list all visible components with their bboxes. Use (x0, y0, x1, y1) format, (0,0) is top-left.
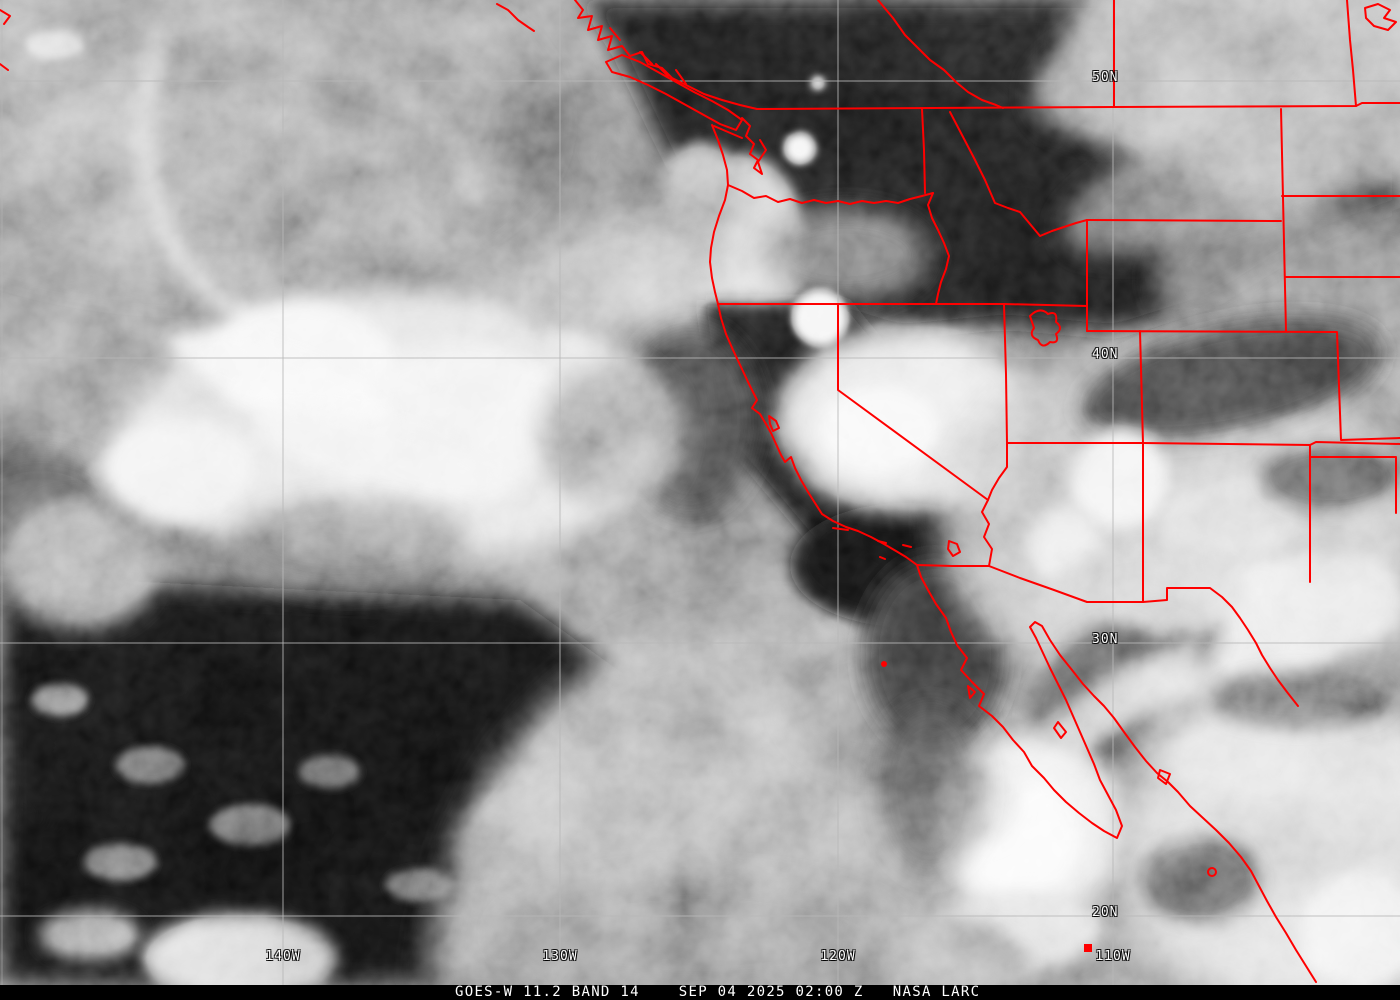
bc-ab-divide (877, 0, 1004, 109)
isla-cedros (967, 685, 976, 699)
isla-angel (1053, 721, 1067, 739)
island-marker (1084, 944, 1092, 952)
wa-or-border (727, 184, 934, 205)
fjord-inlets (609, 27, 687, 85)
caption-text: GOES-W 11.2 BAND 14 SEP 04 2025 02:00 Z … (455, 984, 981, 1000)
lake-outline-ne (1364, 3, 1397, 31)
isla-tiburon (1157, 769, 1171, 785)
border-42n (717, 303, 1088, 307)
coastal-island (1207, 867, 1217, 877)
puget-sound (713, 117, 767, 175)
wa-id-border (921, 108, 926, 194)
haida-gwaii-coast (496, 3, 535, 32)
nm-tx-borders (1309, 444, 1397, 583)
sk-mb-border (1346, 0, 1357, 107)
channel-islands (832, 527, 912, 560)
san-francisco-bay (768, 415, 780, 432)
or-id-border (927, 192, 950, 305)
nv-ut-az-border (987, 303, 1008, 501)
bc-coastline (574, 0, 758, 110)
edge-island-marks (0, 9, 11, 71)
vancouver-island (605, 54, 743, 131)
dakotas-borders (1280, 108, 1400, 332)
ca-nv-border (837, 303, 993, 567)
wy-south-ne-borders (1086, 330, 1400, 441)
id-mt-border (949, 111, 1088, 237)
mt-wy-border (1086, 219, 1282, 222)
salton-sea (947, 540, 961, 557)
border-109w (1139, 330, 1144, 603)
pacific-coastline (709, 124, 1317, 983)
isla-guadalupe (881, 661, 887, 667)
great-salt-lake (1029, 309, 1061, 347)
us-mexico-border (916, 564, 1299, 707)
caption-bar: GOES-W 11.2 BAND 14 SEP 04 2025 02:00 Z … (0, 985, 1400, 1000)
